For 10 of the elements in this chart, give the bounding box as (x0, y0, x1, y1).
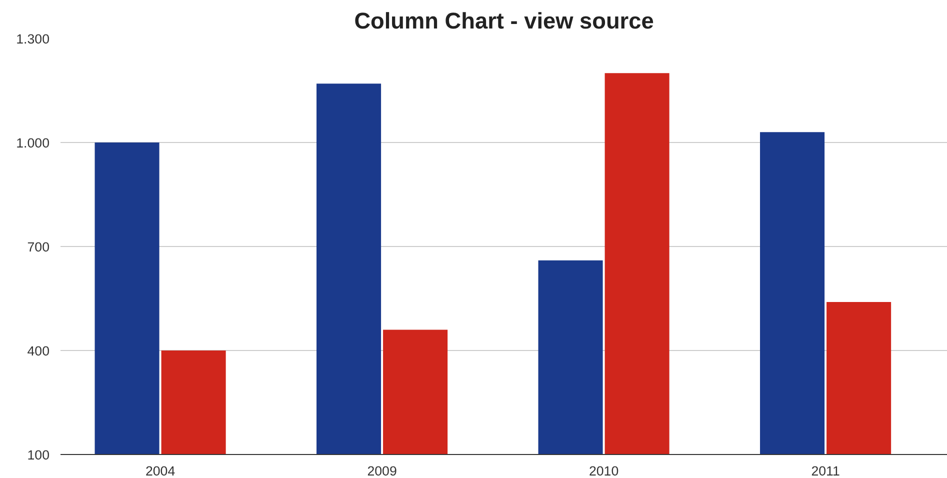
y-tick-label: 700 (27, 240, 50, 254)
x-tick-label: 2009 (367, 464, 397, 478)
x-tick-label: 2011 (811, 464, 840, 478)
x-tick-label: 2010 (588, 464, 619, 478)
y-tick-label: 1.000 (16, 136, 50, 150)
chart-title: Column Chart - view source (354, 8, 654, 34)
y-tick-label: 1.300 (16, 32, 50, 46)
y-tick-label: 400 (27, 344, 50, 358)
x-tick-label: 2004 (145, 464, 176, 478)
y-tick-label: 100 (27, 448, 50, 462)
